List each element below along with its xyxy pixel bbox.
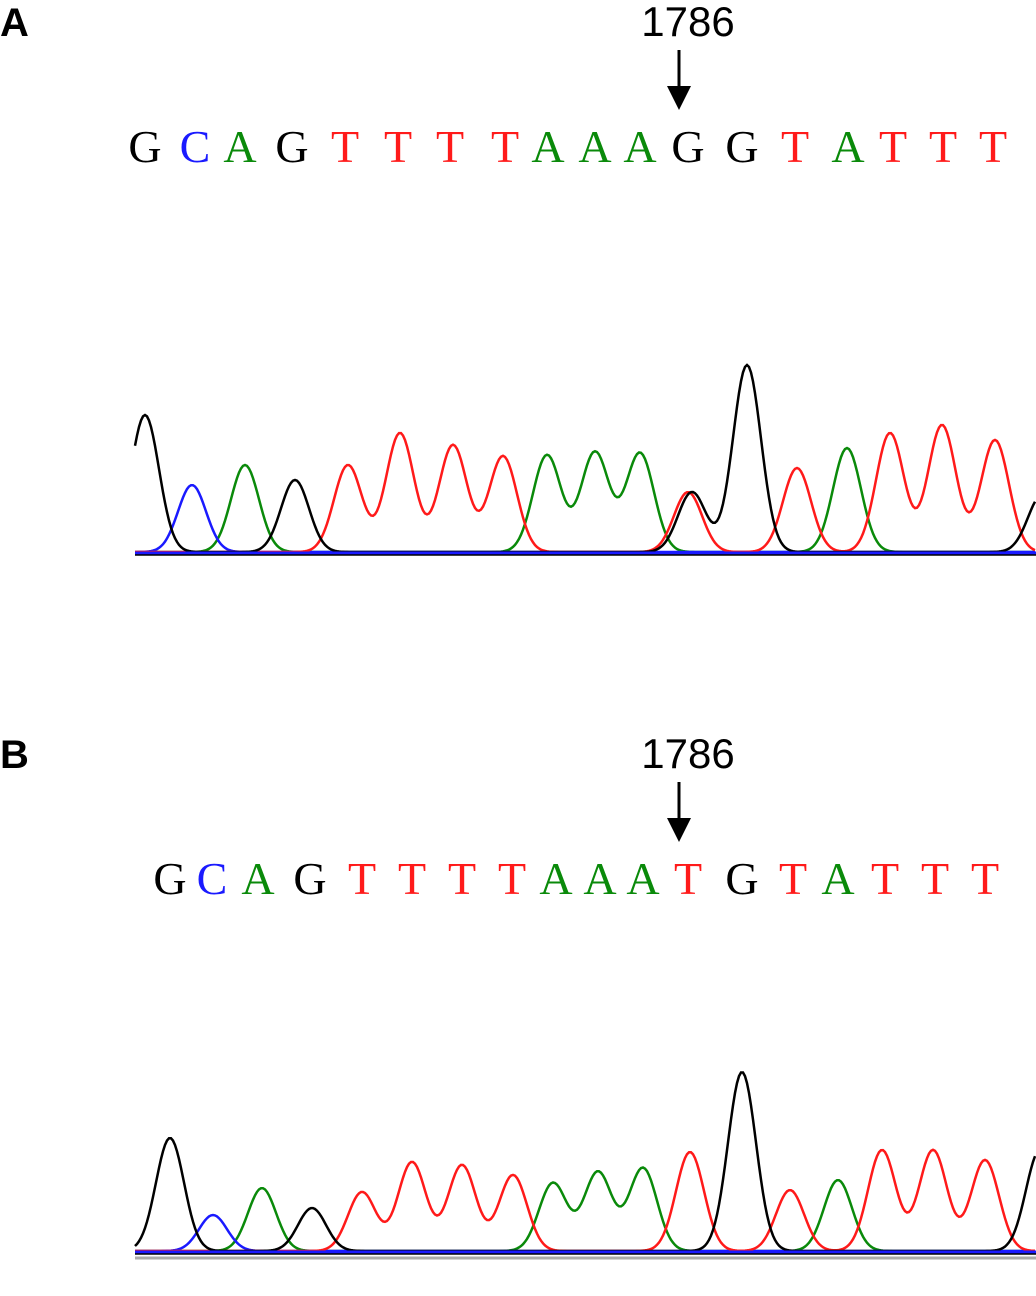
base-call: G: [128, 121, 161, 172]
base-call: T: [398, 853, 426, 904]
base-call: A: [223, 121, 256, 172]
base-call: C: [180, 121, 211, 172]
trace: [135, 446, 1035, 554]
base-call: G: [293, 853, 326, 904]
base-call: T: [331, 121, 359, 172]
base-call: T: [979, 121, 1007, 172]
base-call: T: [781, 121, 809, 172]
base-call: A: [626, 853, 659, 904]
base-call: A: [539, 853, 572, 904]
base-call: T: [871, 853, 899, 904]
base-call: T: [971, 853, 999, 904]
base-call: A: [623, 121, 656, 172]
base-call: T: [498, 853, 526, 904]
base-call: A: [821, 853, 854, 904]
base-call: C: [197, 853, 228, 904]
base-call: G: [725, 853, 758, 904]
base-call: G: [153, 853, 186, 904]
base-call: T: [674, 853, 702, 904]
base-call: T: [921, 853, 949, 904]
arrow-head: [667, 86, 691, 110]
base-call: T: [491, 121, 519, 172]
position-label: 1786: [641, 0, 734, 45]
base-call: T: [779, 853, 807, 904]
trace: [135, 1213, 1035, 1253]
base-call: A: [831, 121, 864, 172]
base-call: G: [725, 121, 758, 172]
trace: [135, 1166, 1035, 1253]
trace: [134, 1071, 1036, 1253]
base-call: G: [275, 121, 308, 172]
trace: [135, 483, 1035, 554]
base-call: T: [448, 853, 476, 904]
base-call: A: [583, 853, 616, 904]
panel-label: B: [0, 733, 29, 777]
base-call: T: [348, 853, 376, 904]
panel-label: A: [0, 1, 29, 45]
base-call: A: [241, 853, 274, 904]
base-call: T: [436, 121, 464, 172]
base-call: T: [384, 121, 412, 172]
base-call: T: [929, 121, 957, 172]
base-call: A: [578, 121, 611, 172]
arrow-head: [667, 818, 691, 842]
position-label: 1786: [641, 730, 734, 777]
base-call: G: [671, 121, 704, 172]
base-call: A: [531, 121, 564, 172]
base-call: T: [879, 121, 907, 172]
